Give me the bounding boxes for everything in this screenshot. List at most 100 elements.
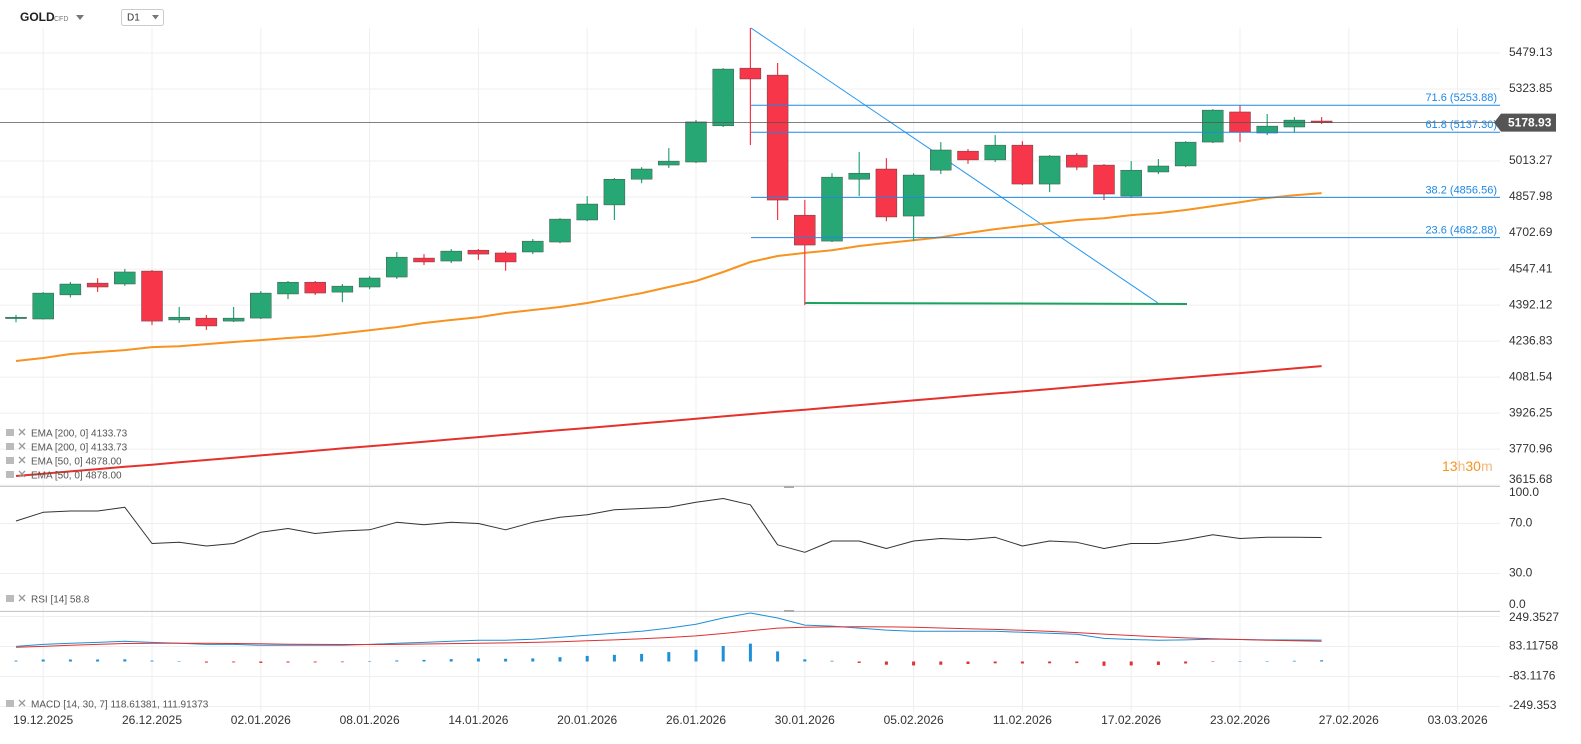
legend-close-icon[interactable] [18, 428, 26, 436]
histogram-bar [531, 658, 535, 662]
panel-handle[interactable] [784, 610, 794, 612]
candle-body [86, 282, 109, 288]
x-tick-label: 27.02.2026 [1319, 713, 1379, 727]
candle-body [1120, 169, 1142, 197]
histogram-bar [259, 661, 263, 663]
candle-body [467, 249, 490, 255]
candle-body [957, 150, 979, 161]
candle-body [875, 168, 898, 218]
histogram-bar [1265, 661, 1269, 662]
symbol[interactable]: GOLD [20, 10, 55, 24]
candle-body [59, 283, 82, 296]
histogram-bar [1238, 661, 1242, 662]
candle-body [168, 316, 190, 321]
histogram-bar [177, 661, 181, 662]
histogram-bar [1156, 661, 1160, 665]
candle-body [1066, 154, 1088, 168]
histogram-bar [204, 661, 208, 663]
x-tick-label: 20.01.2026 [557, 713, 617, 727]
legend-icon[interactable] [6, 457, 14, 464]
legend-entry: EMA [50, 0] 4878.00 [31, 471, 122, 482]
candle-body [277, 281, 299, 295]
histogram-bar [96, 659, 100, 662]
candle-body [114, 271, 136, 285]
candle-body [1174, 141, 1197, 167]
x-tick-label: 26.01.2026 [666, 713, 726, 727]
symbol-dropdown[interactable] [76, 15, 84, 20]
histogram-bar [123, 659, 127, 662]
y-tick-label: 3926.25 [1509, 405, 1553, 419]
timeframe[interactable]: D1 [127, 13, 140, 24]
histogram-bar [14, 660, 18, 662]
legend-icon[interactable] [6, 443, 14, 450]
candle-body [848, 172, 870, 180]
candle-body [494, 252, 517, 263]
candle-body [1147, 165, 1170, 173]
histogram-bar [966, 661, 970, 665]
fib-label: 71.6 (5253.88) [1425, 92, 1497, 104]
candle-body [1256, 125, 1278, 134]
candle-body [522, 240, 544, 253]
legend-entry: EMA [200, 0] 4133.73 [31, 443, 128, 454]
legend-entry: EMA [200, 0] 4133.73 [31, 429, 128, 440]
x-tick-label: 17.02.2026 [1101, 713, 1161, 727]
timeframe-dropdown[interactable] [152, 15, 159, 20]
legend-icon[interactable] [6, 595, 14, 602]
histogram-bar [68, 659, 72, 662]
x-tick-label: 03.03.2026 [1428, 713, 1488, 727]
legend-icon[interactable] [6, 429, 14, 436]
legend-close-icon[interactable] [18, 442, 26, 450]
histogram-bar [803, 659, 807, 662]
y-tick-label: 30.0 [1509, 566, 1533, 580]
histogram-bar [286, 661, 290, 663]
histogram-bar [422, 659, 426, 662]
candle-body [821, 176, 843, 242]
histogram-bar [694, 649, 698, 662]
legend-entry: MACD [14, 30, 7] 118.61381, 111.91373 [31, 700, 209, 711]
legend-close-icon[interactable] [18, 594, 26, 602]
trend-line [750, 27, 1159, 304]
histogram-bar [721, 645, 725, 662]
candle-body [358, 277, 381, 288]
panel-handle[interactable] [784, 486, 794, 488]
candle-body [195, 317, 218, 327]
ema-line [15, 192, 1322, 362]
y-tick-label: 4857.98 [1509, 189, 1553, 203]
histogram-bar [368, 661, 372, 662]
candle-body [331, 285, 354, 293]
y-tick-label: 3770.96 [1509, 441, 1553, 455]
histogram-bar [667, 652, 671, 662]
countdown-part: m [1481, 458, 1493, 474]
timeframe-box[interactable] [121, 9, 164, 26]
legend-close-icon[interactable] [18, 456, 26, 464]
legend-close-icon[interactable] [18, 470, 26, 478]
candle-body [440, 250, 462, 262]
histogram-bar [612, 654, 616, 662]
candle-body [1202, 109, 1224, 143]
last-price-label: 5178.93 [1508, 115, 1552, 129]
x-tick-label: 14.01.2026 [448, 713, 508, 727]
y-tick-label: 5013.27 [1509, 153, 1553, 167]
y-tick-label: 70.0 [1509, 516, 1533, 530]
y-tick-label: 4392.12 [1509, 297, 1553, 311]
histogram-bar [830, 660, 834, 662]
x-tick-label: 02.01.2026 [231, 713, 291, 727]
candle-body [766, 74, 789, 201]
histogram-bar [884, 661, 888, 665]
legend-close-icon[interactable] [18, 699, 26, 707]
legend-icon[interactable] [6, 700, 14, 707]
histogram-bar [585, 655, 589, 662]
histogram-bar [1020, 661, 1024, 664]
y-tick-label: 4702.69 [1509, 225, 1553, 239]
histogram-bar [476, 658, 480, 662]
macd-line [15, 626, 1322, 648]
candle-body [549, 218, 571, 243]
histogram-bar [939, 661, 943, 665]
candle-body [1229, 111, 1251, 133]
histogram-bar [1211, 661, 1215, 662]
macd-line [15, 612, 1322, 647]
legend-icon[interactable] [6, 471, 14, 478]
